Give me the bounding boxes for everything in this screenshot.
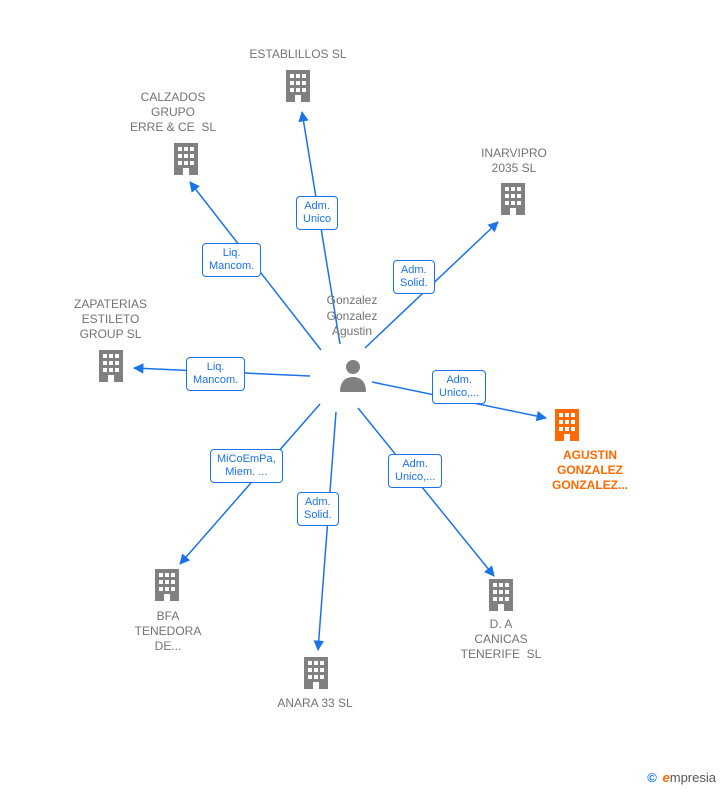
footer-branding: © empresia xyxy=(647,770,716,785)
building-icon[interactable] xyxy=(551,407,583,443)
node-label[interactable]: ESTABLILLOS SL xyxy=(238,47,358,62)
node-label[interactable]: D. A CANICAS TENERIFE SL xyxy=(446,617,556,662)
edge-line xyxy=(180,404,320,564)
building-icon[interactable] xyxy=(485,577,517,613)
brand-rest: mpresia xyxy=(670,770,716,785)
edge-line xyxy=(318,412,336,650)
edge-label: MiCoEmPa, Miem. ... xyxy=(210,449,283,483)
center-label: Gonzalez Gonzalez Agustin xyxy=(312,293,392,340)
edge-label: Liq. Mancom. xyxy=(202,243,261,277)
center-person-icon xyxy=(338,358,368,392)
building-icon[interactable] xyxy=(95,348,127,384)
edge-line xyxy=(358,408,494,576)
node-label[interactable]: ANARA 33 SL xyxy=(260,696,370,711)
building-icon[interactable] xyxy=(497,181,529,217)
node-label[interactable]: INARVIPRO 2035 SL xyxy=(454,146,574,176)
node-label[interactable]: AGUSTIN GONZALEZ GONZALEZ... xyxy=(535,448,645,493)
edge-label: Adm. Solid. xyxy=(297,492,339,526)
building-icon[interactable] xyxy=(282,68,314,104)
node-label[interactable]: BFA TENEDORA DE... xyxy=(118,609,218,654)
edge-label: Adm. Unico xyxy=(296,196,338,230)
brand-first-letter: e xyxy=(663,770,670,785)
node-label[interactable]: ZAPATERIAS ESTILETO GROUP SL xyxy=(53,297,168,342)
diagram-canvas xyxy=(0,0,728,795)
edge-label: Adm. Solid. xyxy=(393,260,435,294)
edge-label: Adm. Unico,... xyxy=(388,454,442,488)
node-label[interactable]: CALZADOS GRUPO ERRE & CE SL xyxy=(118,90,228,135)
building-icon[interactable] xyxy=(151,567,183,603)
building-icon[interactable] xyxy=(170,141,202,177)
copyright-symbol: © xyxy=(647,770,657,785)
edge-label: Liq. Mancom. xyxy=(186,357,245,391)
edge-label: Adm. Unico,... xyxy=(432,370,486,404)
building-icon[interactable] xyxy=(300,655,332,691)
